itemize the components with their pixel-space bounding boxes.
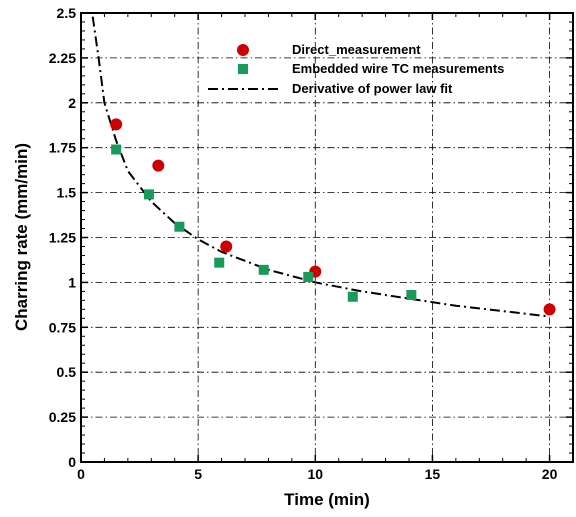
tick-layer: 0 5 10 15 20 0 0.25 0.5 0.75 1 1.25 1.5 1.75 2 2.25 2.5 xyxy=(49,5,573,482)
grid-layer xyxy=(81,13,573,462)
x-tick-label: 15 xyxy=(425,466,441,482)
legend-label-fit: Derivative of power law fit xyxy=(292,81,453,96)
embedded-tc-point xyxy=(143,189,154,200)
x-tick-label: 10 xyxy=(307,466,323,482)
embedded-tc-point xyxy=(111,144,122,155)
embedded-tc-point xyxy=(214,257,225,268)
y-tick-label: 1.5 xyxy=(57,185,77,201)
series-layer xyxy=(91,16,556,318)
direct-measurement-point xyxy=(110,118,123,131)
y-tick-label: 0.25 xyxy=(49,409,76,425)
y-tick-label: 0.75 xyxy=(49,319,76,335)
x-tick-label: 5 xyxy=(194,466,202,482)
direct-measurement-point xyxy=(220,240,233,253)
x-tick-label: 0 xyxy=(77,466,85,482)
y-tick-label: 2.5 xyxy=(57,5,77,21)
y-tick-label: 2.25 xyxy=(49,50,76,66)
legend-marker-direct xyxy=(237,44,249,56)
y-tick-label: 1.75 xyxy=(49,140,76,156)
embedded-tc-point xyxy=(174,221,185,232)
embedded-tc-point xyxy=(258,264,269,275)
direct-measurement-point xyxy=(152,159,165,172)
y-tick-label: 1.25 xyxy=(49,230,76,246)
y-axis-title: Charring rate (mm/min) xyxy=(12,143,31,331)
embedded-tc-point xyxy=(303,272,314,283)
legend-label-embedded: Embedded wire TC measurements xyxy=(292,61,504,76)
x-axis-title: Time (min) xyxy=(284,490,370,509)
embedded-tc-point xyxy=(347,291,358,302)
y-tick-label: 0 xyxy=(68,454,76,470)
fit-curve xyxy=(91,16,550,318)
direct-measurement-point xyxy=(543,303,556,316)
legend-label-direct: Direct_measurement xyxy=(292,42,421,57)
legend: Direct_measurement Embedded wire TC meas… xyxy=(208,42,504,96)
y-tick-label: 1 xyxy=(68,274,76,290)
legend-marker-embedded xyxy=(238,64,248,74)
x-tick-label: 20 xyxy=(542,466,558,482)
y-tick-label: 2 xyxy=(68,95,76,111)
embedded-tc-point xyxy=(406,289,417,300)
y-tick-label: 0.5 xyxy=(57,364,77,380)
